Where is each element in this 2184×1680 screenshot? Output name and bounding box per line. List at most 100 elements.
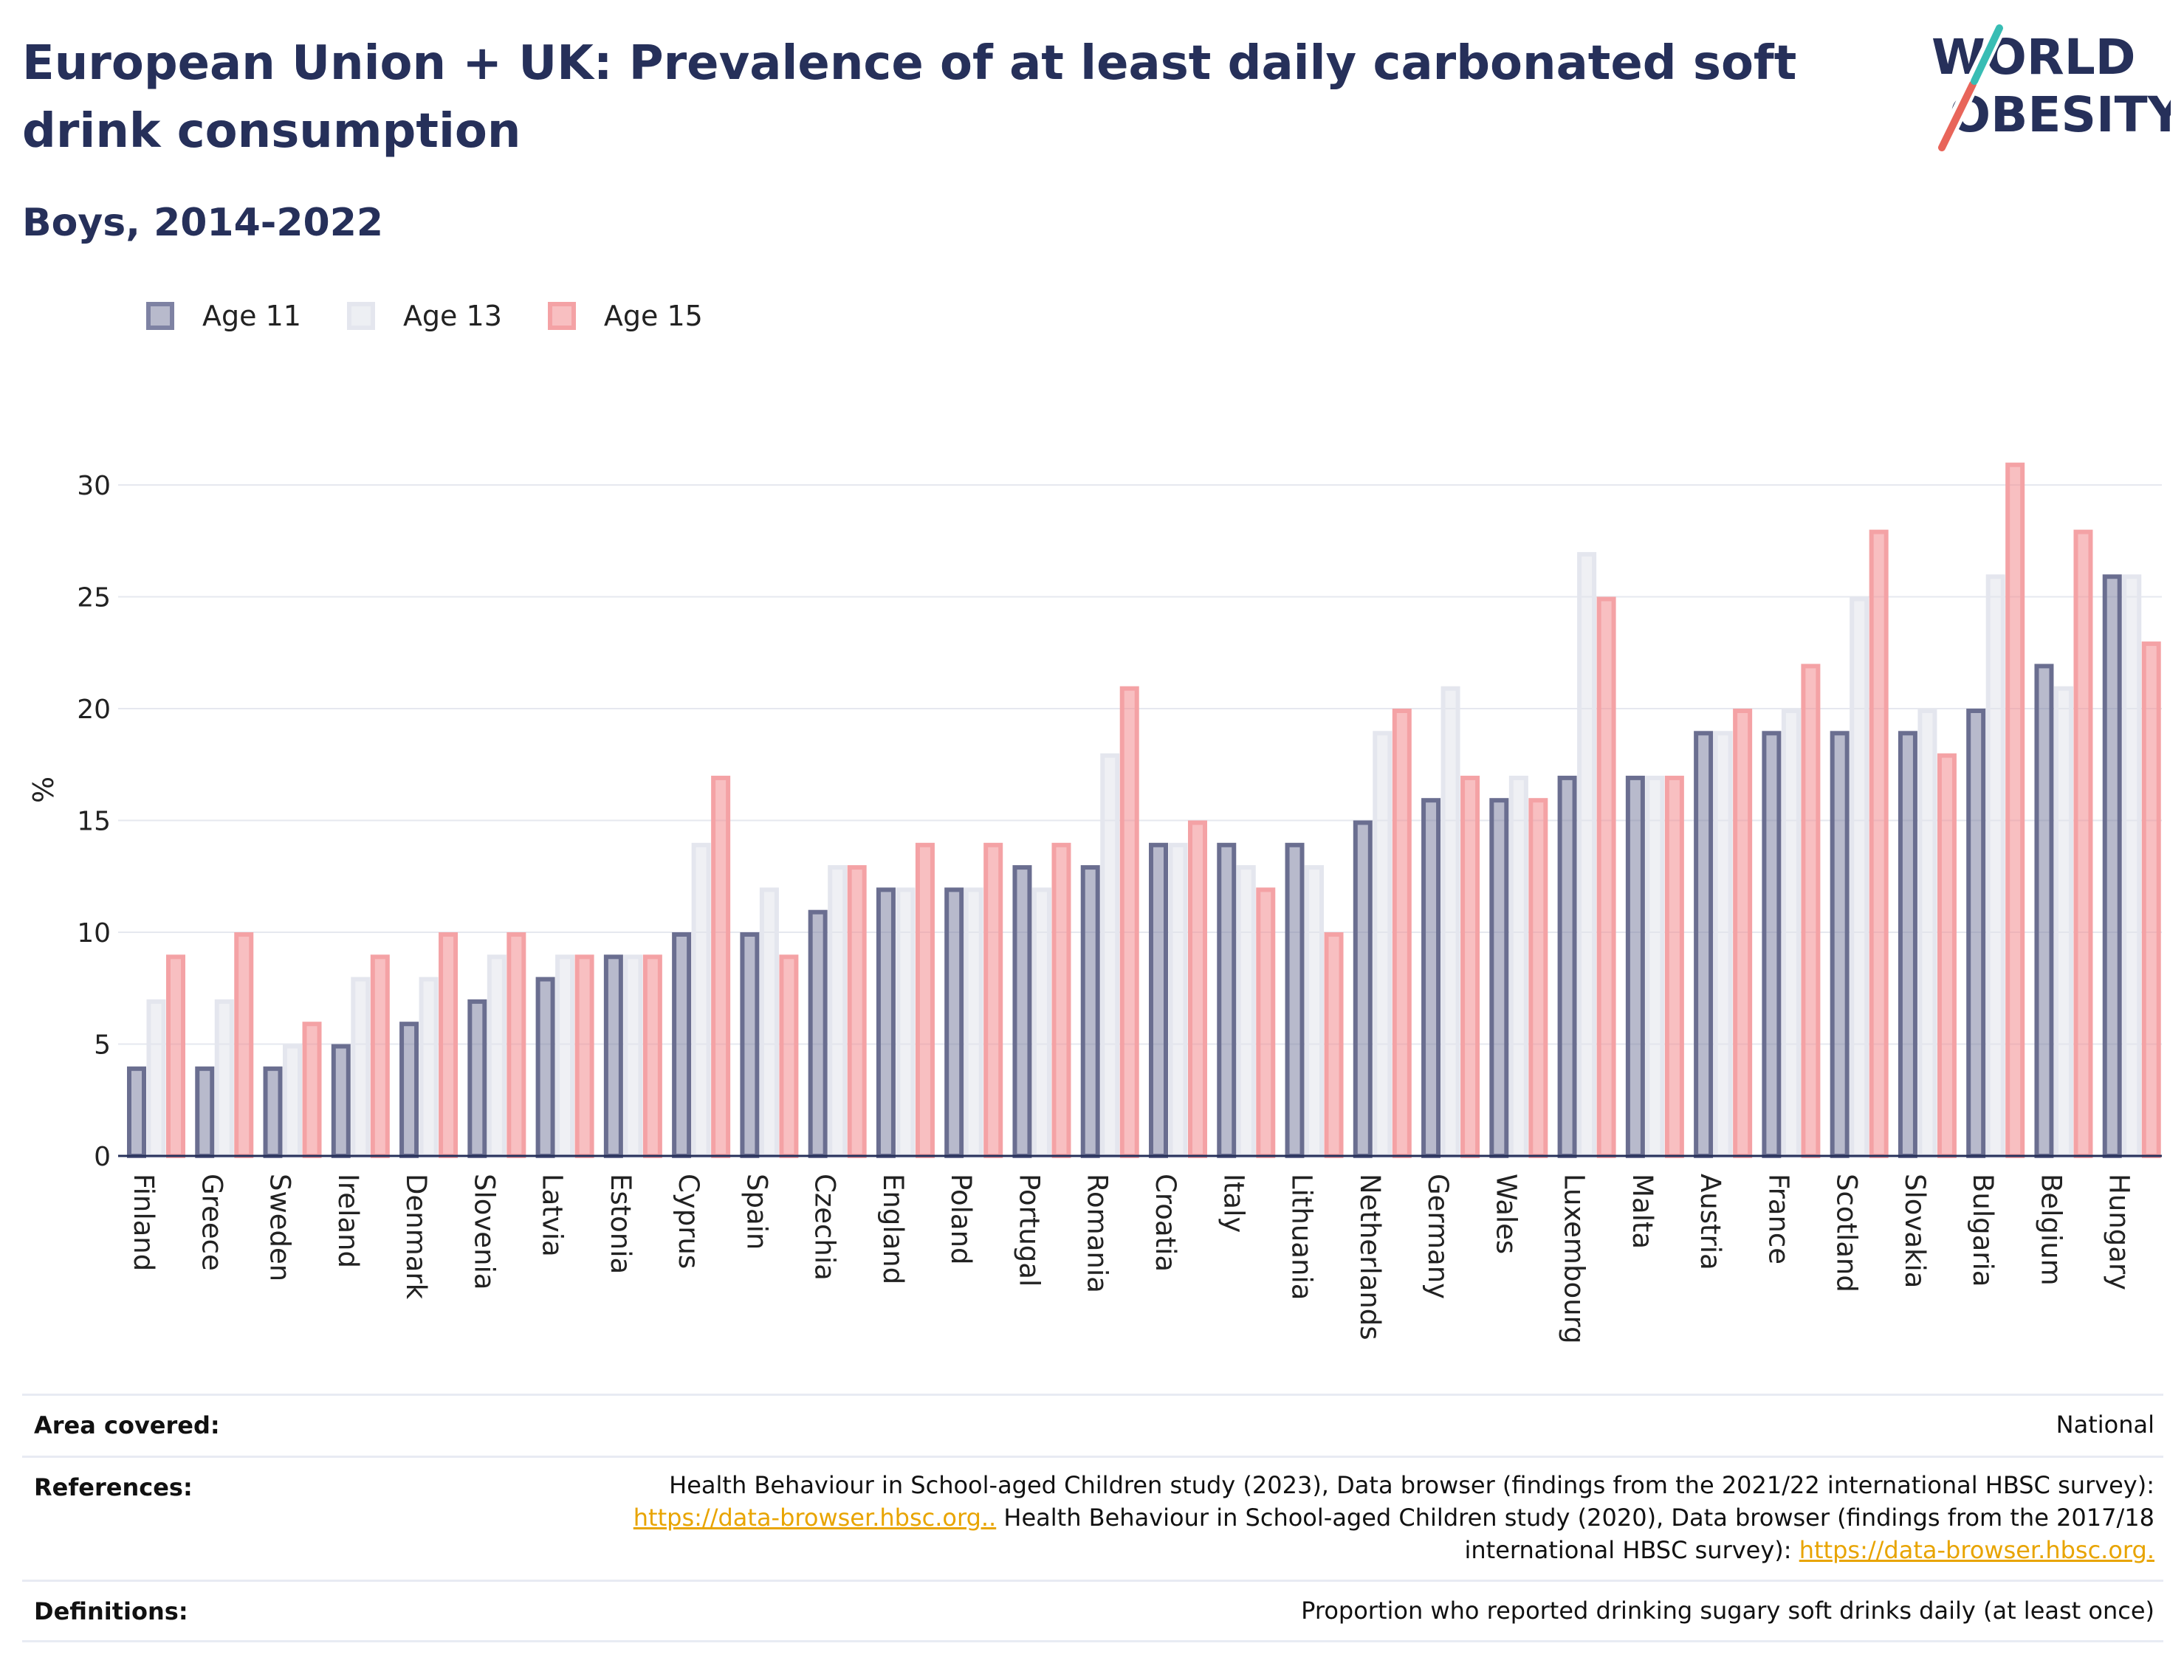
bar-age-13 <box>1917 709 1937 1158</box>
x-tick-label: Spain <box>741 1174 772 1250</box>
logo-slash-red <box>1938 80 1977 151</box>
legend-label-age-15: Age 15 <box>603 300 703 332</box>
x-tick-label: Cyprus <box>673 1174 704 1269</box>
bar-age-11 <box>1898 731 1917 1158</box>
bar-age-13 <box>691 842 711 1158</box>
bar-age-15 <box>1528 798 1548 1158</box>
x-tick-label: Slovenia <box>468 1174 500 1290</box>
bar-age-13 <box>1100 753 1120 1159</box>
legend-item-age-11[interactable]: Age 11 <box>146 300 301 332</box>
legend-label-age-13: Age 13 <box>402 300 502 332</box>
bar-age-11 <box>1421 798 1441 1158</box>
y-tick-label: 5 <box>94 1030 111 1061</box>
x-tick-label: Belgium <box>2035 1174 2067 1286</box>
bar-age-11 <box>1762 731 1782 1158</box>
bar-age-11 <box>535 977 555 1158</box>
world-obesity-logo: WORLD OBESITY <box>1931 23 2171 151</box>
y-tick-label: 0 <box>94 1142 111 1172</box>
bar-age-11 <box>603 954 623 1158</box>
bar-age-15 <box>915 842 935 1158</box>
bar-age-11 <box>1694 731 1714 1158</box>
x-tick-label: Netherlands <box>1354 1174 1386 1340</box>
bar-age-11 <box>1353 820 1373 1158</box>
bar-age-13 <box>2122 574 2142 1158</box>
logo-slash-teal <box>1971 24 2003 85</box>
bar-age-15 <box>1119 686 1139 1158</box>
bar-age-11 <box>1966 709 1986 1158</box>
x-tick-label: Romania <box>1082 1174 1113 1293</box>
bar-age-15 <box>1733 709 1753 1158</box>
info-row-area: Area covered: National <box>22 1394 2163 1456</box>
bar-age-11 <box>263 1066 283 1158</box>
bar-age-11 <box>1830 731 1850 1158</box>
bar-age-13 <box>828 865 848 1158</box>
legend-item-age-13[interactable]: Age 13 <box>346 300 502 332</box>
bar-age-15 <box>983 842 1003 1158</box>
bar-age-15 <box>1256 887 1276 1159</box>
bar-age-15 <box>574 954 594 1158</box>
x-tick-label: Luxembourg <box>1559 1174 1590 1344</box>
bar-age-15 <box>642 954 662 1158</box>
x-tick-label: Sweden <box>264 1174 296 1281</box>
x-tick-label: Wales <box>1490 1174 1522 1254</box>
bar-age-11 <box>2034 664 2054 1158</box>
bar-age-13 <box>1168 842 1188 1158</box>
bar-age-13 <box>1781 709 1801 1158</box>
bar-age-11 <box>2102 574 2122 1158</box>
x-tick-label: Ireland <box>332 1174 364 1268</box>
bar-age-11 <box>127 1066 146 1158</box>
x-tick-label: Scotland <box>1831 1174 1863 1292</box>
bar-age-11 <box>195 1066 215 1158</box>
bar-age-15 <box>302 1022 322 1159</box>
info-key-definitions: Definitions: <box>34 1597 188 1625</box>
bar-age-13 <box>214 999 234 1159</box>
x-tick-label: Austria <box>1694 1174 1726 1270</box>
bar-age-11 <box>1080 865 1100 1158</box>
x-tick-label: Denmark <box>400 1174 432 1300</box>
ref-link-2[interactable]: https://data-browser.hbsc.org. <box>1799 1536 2154 1564</box>
bar-age-15 <box>779 954 799 1158</box>
logo-line1: WORLD <box>1931 29 2136 86</box>
y-tick-label: 30 <box>77 471 111 501</box>
bar-age-13 <box>1373 731 1393 1158</box>
y-tick-label: 25 <box>77 583 111 613</box>
x-tick-label: Poland <box>945 1174 977 1265</box>
bar-age-11 <box>672 932 692 1158</box>
x-tick-label: Estonia <box>605 1174 636 1274</box>
y-tick-label: 10 <box>77 918 111 949</box>
bar-age-11 <box>1012 865 1032 1158</box>
legend-item-age-15[interactable]: Age 15 <box>547 300 703 332</box>
bar-age-15 <box>1460 775 1480 1158</box>
bar-age-15 <box>2005 462 2025 1158</box>
bar-age-13 <box>896 887 916 1159</box>
bar-age-13 <box>351 977 371 1158</box>
bar-age-15 <box>2141 641 2161 1159</box>
bar-age-15 <box>1664 775 1684 1158</box>
x-tick-label: England <box>877 1174 909 1284</box>
bar-age-13 <box>1236 865 1256 1158</box>
y-tick-label: 15 <box>77 807 111 837</box>
bar-age-11 <box>1489 798 1509 1158</box>
bar-age-13 <box>2053 686 2073 1158</box>
bar-age-15 <box>1188 820 1207 1158</box>
info-val-area: National <box>2056 1411 2154 1439</box>
bar-age-15 <box>370 954 390 1158</box>
bar-age-15 <box>1937 753 1957 1159</box>
logo-line2: OBESITY <box>1949 86 2171 143</box>
bar-age-15 <box>1324 932 1344 1158</box>
bar-age-11 <box>740 932 760 1158</box>
x-tick-label: Latvia <box>537 1174 569 1257</box>
ref-link-1[interactable]: https://data-browser.hbsc.org.. <box>633 1504 997 1532</box>
x-tick-label: Portugal <box>1013 1174 1045 1287</box>
info-row-definitions: Definitions: Proportion who reported dri… <box>22 1580 2163 1640</box>
bar-age-13 <box>1645 775 1665 1158</box>
x-tick-label: Lithuania <box>1286 1174 1318 1300</box>
bar-age-11 <box>467 999 487 1159</box>
bar-age-15 <box>1051 842 1071 1158</box>
x-tick-label: France <box>1762 1174 1794 1264</box>
bar-age-13 <box>759 887 779 1159</box>
bar-age-15 <box>506 932 526 1158</box>
info-key-references: References: <box>34 1473 193 1501</box>
legend-swatch-age-15 <box>547 302 576 330</box>
bar-age-15 <box>2073 529 2093 1159</box>
